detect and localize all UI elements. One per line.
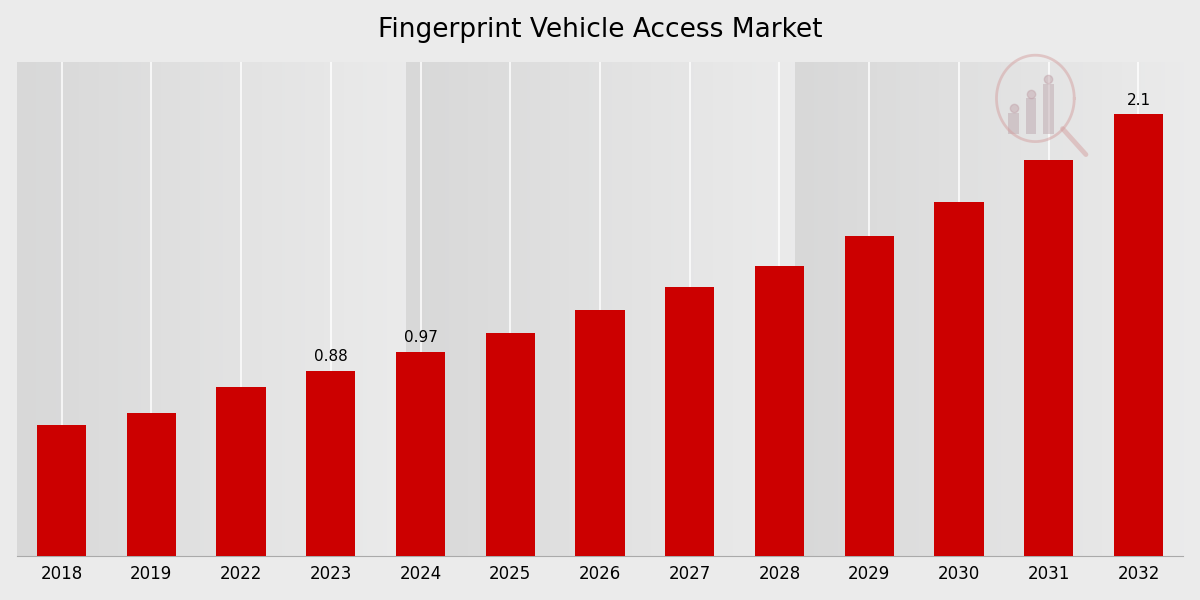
Text: 0.88: 0.88 bbox=[314, 349, 348, 364]
Text: 2.1: 2.1 bbox=[1127, 93, 1151, 108]
Bar bbox=[1008, 113, 1019, 134]
Bar bbox=[127, 413, 176, 556]
Bar bbox=[1043, 84, 1054, 134]
Bar bbox=[845, 236, 894, 556]
Bar bbox=[37, 425, 86, 556]
Bar bbox=[1024, 160, 1073, 556]
Bar bbox=[486, 333, 535, 556]
Bar bbox=[1114, 114, 1163, 556]
Bar bbox=[755, 266, 804, 556]
Bar bbox=[396, 352, 445, 556]
Bar bbox=[665, 287, 714, 556]
Bar bbox=[575, 310, 625, 556]
Text: 0.97: 0.97 bbox=[403, 331, 438, 346]
Bar bbox=[1026, 98, 1037, 134]
Bar bbox=[935, 202, 984, 556]
Title: Fingerprint Vehicle Access Market: Fingerprint Vehicle Access Market bbox=[378, 17, 822, 43]
Bar bbox=[306, 371, 355, 556]
Bar bbox=[216, 388, 265, 556]
